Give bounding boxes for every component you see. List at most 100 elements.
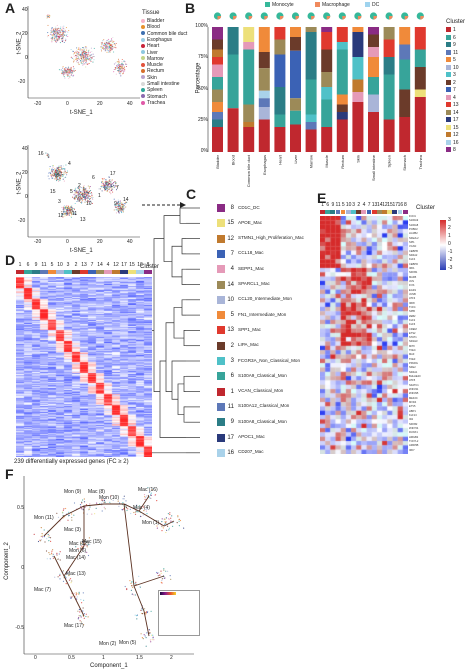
tsne-point bbox=[85, 196, 87, 198]
tsne-point bbox=[75, 196, 78, 198]
cluster-legend-item: 7 bbox=[446, 87, 456, 93]
trajectory-state-label: Mon (2) bbox=[99, 641, 117, 647]
tsne-point bbox=[65, 209, 67, 211]
tsne-point bbox=[88, 185, 90, 188]
tsne-point bbox=[82, 58, 84, 60]
tsne-point bbox=[69, 211, 71, 213]
trajectory-point bbox=[79, 611, 81, 613]
tsne-point bbox=[100, 185, 102, 188]
trajectory-point bbox=[87, 544, 90, 546]
tsne-point bbox=[112, 184, 115, 186]
trajectory-point bbox=[150, 497, 152, 499]
trajectory-point bbox=[57, 516, 60, 518]
tsne-point bbox=[122, 69, 124, 71]
trajectory-point bbox=[83, 501, 86, 503]
trajectory-point bbox=[170, 517, 172, 519]
trajectory-point bbox=[134, 513, 137, 515]
tsne-point bbox=[86, 195, 88, 197]
tsne-point bbox=[47, 157, 49, 159]
trajectory-point bbox=[103, 506, 105, 508]
cluster-header-bar bbox=[72, 270, 80, 274]
tsne-point bbox=[119, 64, 121, 66]
gene-label: NFKB2 bbox=[409, 422, 418, 426]
trajectory-point bbox=[59, 559, 61, 561]
trajectory-point bbox=[68, 579, 71, 581]
gene-label: S100A8 bbox=[409, 223, 419, 227]
cluster-header-bar bbox=[48, 270, 56, 274]
cluster-legend-label: 17 bbox=[453, 117, 459, 123]
tsne-point bbox=[83, 59, 85, 61]
trajectory-ytick: 0 bbox=[21, 565, 24, 571]
tsne-point bbox=[77, 61, 79, 63]
trajectory-point bbox=[58, 553, 60, 555]
cluster-header-bar bbox=[24, 270, 32, 274]
tsne-point bbox=[87, 196, 89, 198]
cluster-header-label: 9 bbox=[331, 202, 335, 208]
bar-category-label: Common bile duct bbox=[246, 154, 251, 187]
tissue-legend-item: Marrow bbox=[141, 56, 164, 62]
tsne-a2-xtick-3: 40 bbox=[127, 239, 133, 245]
trajectory-xtick: 2 bbox=[170, 655, 173, 661]
gene-label: STAT1 bbox=[409, 336, 417, 340]
tsne-point bbox=[58, 180, 60, 182]
tsne-point bbox=[79, 53, 81, 55]
cluster-number: 10 bbox=[227, 296, 234, 303]
gene-label: ZNF395 bbox=[409, 392, 419, 396]
tsne-point bbox=[77, 57, 79, 59]
tsne-point bbox=[105, 49, 107, 51]
tsne-point bbox=[65, 164, 67, 166]
tissue-legend-item: Small intestine bbox=[141, 81, 180, 87]
cluster-name: SPP1_Mac bbox=[238, 326, 261, 332]
tsne-point bbox=[124, 201, 126, 203]
panel-letter-b: B bbox=[185, 0, 196, 16]
tsne-point bbox=[53, 28, 55, 30]
tsne-a-ytick-1: 20 bbox=[22, 31, 28, 37]
tsne-point bbox=[81, 63, 83, 65]
gene-label: BHLHE40 bbox=[409, 375, 421, 379]
tsne-point bbox=[55, 33, 57, 35]
trajectory-point bbox=[144, 496, 146, 498]
tsne-point bbox=[72, 196, 74, 198]
tsne-point bbox=[63, 173, 65, 176]
tsne-point bbox=[56, 24, 58, 26]
tsne-point bbox=[48, 178, 50, 180]
tissue-legend-label: Common bile duct bbox=[147, 30, 188, 37]
trajectory-point bbox=[144, 608, 146, 610]
tsne-point bbox=[117, 203, 119, 205]
gene-label: NFATC1 bbox=[409, 383, 419, 387]
cluster-color-swatch bbox=[217, 341, 225, 350]
tsne-point bbox=[64, 31, 67, 33]
tsne-point bbox=[123, 206, 125, 209]
tsne-point bbox=[52, 29, 55, 31]
tsne-point bbox=[110, 181, 112, 183]
cluster-name: SEPP1_Mac bbox=[238, 265, 265, 271]
trajectory-point bbox=[161, 518, 163, 520]
tsne-point bbox=[103, 183, 105, 185]
cluster-header-bar bbox=[345, 210, 351, 214]
tsne-point bbox=[102, 184, 104, 187]
tissue-legend-label: Spleen bbox=[147, 87, 163, 94]
tsne-point bbox=[122, 205, 124, 207]
trajectory-point bbox=[176, 522, 178, 524]
tsne-point bbox=[73, 197, 75, 199]
trajectory-point bbox=[57, 576, 59, 578]
trajectory-point bbox=[178, 520, 180, 522]
tsne-point bbox=[79, 50, 81, 52]
tsne-point bbox=[115, 181, 117, 184]
trajectory-point bbox=[133, 511, 135, 514]
trajectory-point bbox=[52, 555, 54, 557]
trajectory-point bbox=[145, 637, 147, 639]
tsne-point bbox=[125, 203, 127, 205]
tsne-point bbox=[87, 50, 89, 52]
tsne-point bbox=[109, 50, 111, 52]
trajectory-point bbox=[144, 611, 146, 613]
trajectory-point bbox=[150, 492, 152, 494]
trajectory-point bbox=[161, 530, 163, 532]
tsne-point bbox=[118, 204, 120, 206]
tsne-point bbox=[113, 51, 115, 53]
gene-label: CREM bbox=[409, 327, 417, 331]
legend-swatch-icon bbox=[446, 64, 451, 70]
tsne-point bbox=[76, 191, 78, 193]
trajectory-point bbox=[134, 594, 136, 596]
bar-segment bbox=[274, 39, 286, 55]
